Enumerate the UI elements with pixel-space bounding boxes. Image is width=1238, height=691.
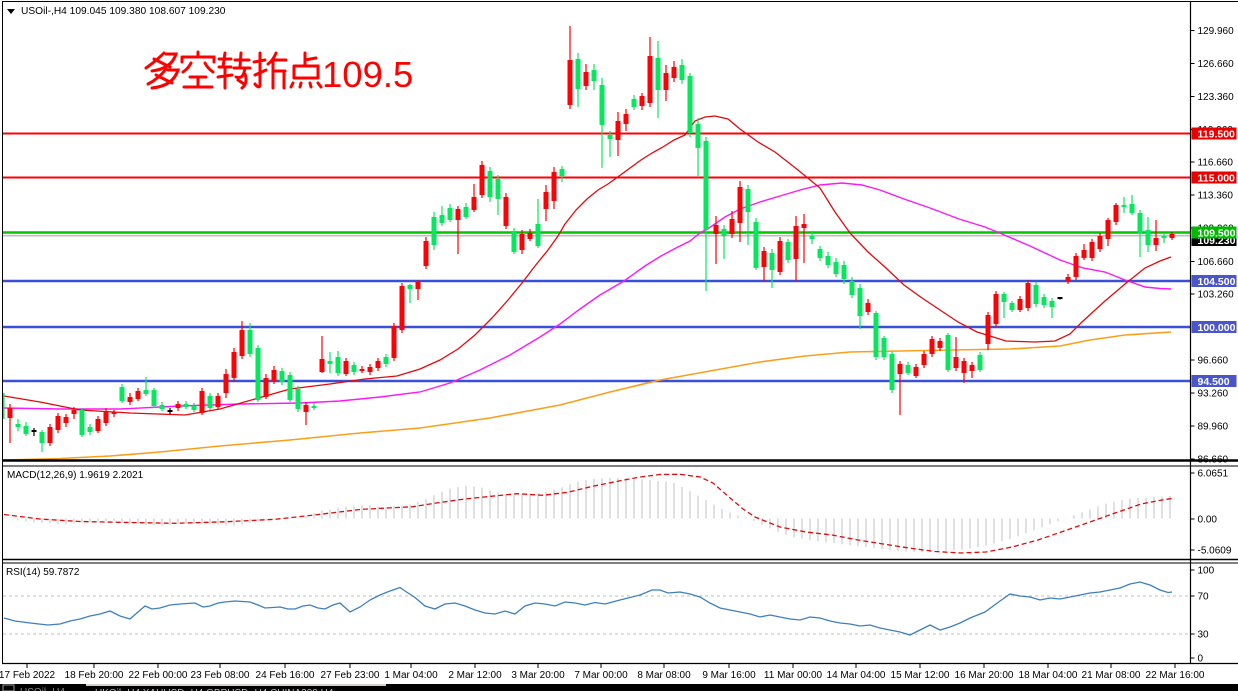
- svg-text:30: 30: [1198, 630, 1210, 641]
- svg-text:USOil-,H4 109.045 109.380 108: USOil-,H4 109.045 109.380 108.607 109.23…: [21, 6, 226, 17]
- svg-text:-5.0609: -5.0609: [1198, 546, 1232, 557]
- svg-text:27 Feb 23:00: 27 Feb 23:00: [321, 670, 380, 681]
- svg-text:86.660: 86.660: [1198, 455, 1229, 466]
- svg-text:100: 100: [1198, 566, 1215, 577]
- svg-text:9 Mar 16:00: 9 Mar 16:00: [702, 670, 756, 681]
- svg-text:106.660: 106.660: [1198, 257, 1235, 268]
- svg-text:0: 0: [1198, 654, 1204, 665]
- svg-text:MACD(12,26,9) 1.9619 2.2021: MACD(12,26,9) 1.9619 2.2021: [7, 470, 144, 481]
- svg-text:USOil-,H4: USOil-,H4: [20, 687, 65, 691]
- svg-text:18 Feb 20:00: 18 Feb 20:00: [65, 670, 124, 681]
- svg-text:21 Mar 08:00: 21 Mar 08:00: [1082, 670, 1141, 681]
- svg-text:116.660: 116.660: [1198, 158, 1234, 169]
- svg-text:17 Feb 2022: 17 Feb 2022: [0, 670, 56, 681]
- svg-text:123.360: 123.360: [1198, 92, 1235, 103]
- svg-text:2 Mar 12:00: 2 Mar 12:00: [448, 670, 502, 681]
- svg-text:93.260: 93.260: [1198, 389, 1229, 400]
- svg-text:70: 70: [1198, 592, 1210, 603]
- svg-text:14 Mar 04:00: 14 Mar 04:00: [827, 670, 886, 681]
- svg-text:15 Mar 12:00: 15 Mar 12:00: [891, 670, 950, 681]
- svg-text:3 Mar 20:00: 3 Mar 20:00: [511, 670, 565, 681]
- svg-text:0.00: 0.00: [1198, 515, 1218, 526]
- svg-text:96.660: 96.660: [1198, 356, 1229, 367]
- svg-text:8 Mar 08:00: 8 Mar 08:00: [637, 670, 691, 681]
- svg-text:115.000: 115.000: [1198, 172, 1236, 184]
- svg-text:16 Mar 20:00: 16 Mar 20:00: [955, 670, 1014, 681]
- svg-text:109.500: 109.500: [1198, 227, 1236, 239]
- svg-text:22 Mar 16:00: 22 Mar 16:00: [1146, 670, 1205, 681]
- svg-text:23 Feb 08:00: 23 Feb 08:00: [191, 670, 250, 681]
- svg-text:6.0651: 6.0651: [1198, 469, 1229, 480]
- svg-text:RSI(14) 59.7872: RSI(14) 59.7872: [6, 567, 80, 578]
- svg-text:UKOil-,H4 XAUUSD-,H4 GBPUS: UKOil-,H4 XAUUSD-,H4 GBPUSD-,H4 CHINA300…: [95, 688, 334, 691]
- svg-text:18 Mar 04:00: 18 Mar 04:00: [1019, 670, 1078, 681]
- svg-text:103.260: 103.260: [1198, 290, 1235, 301]
- svg-text:104.500: 104.500: [1198, 276, 1236, 288]
- svg-text:22 Feb 00:00: 22 Feb 00:00: [129, 670, 188, 681]
- svg-text:94.500: 94.500: [1198, 376, 1230, 388]
- svg-text:24 Feb 16:00: 24 Feb 16:00: [256, 670, 315, 681]
- svg-text:7 Mar 00:00: 7 Mar 00:00: [574, 670, 628, 681]
- svg-text:1 Mar 04:00: 1 Mar 04:00: [384, 670, 438, 681]
- svg-text:100.000: 100.000: [1198, 322, 1236, 334]
- svg-text:109.5: 109.5: [322, 54, 413, 95]
- svg-text:129.960: 129.960: [1198, 26, 1235, 37]
- svg-text:113.360: 113.360: [1198, 191, 1234, 202]
- svg-text:119.500: 119.500: [1198, 128, 1236, 140]
- svg-text:89.960: 89.960: [1198, 422, 1229, 433]
- svg-text:126.660: 126.660: [1198, 59, 1235, 70]
- svg-text:11 Mar 00:00: 11 Mar 00:00: [764, 670, 823, 681]
